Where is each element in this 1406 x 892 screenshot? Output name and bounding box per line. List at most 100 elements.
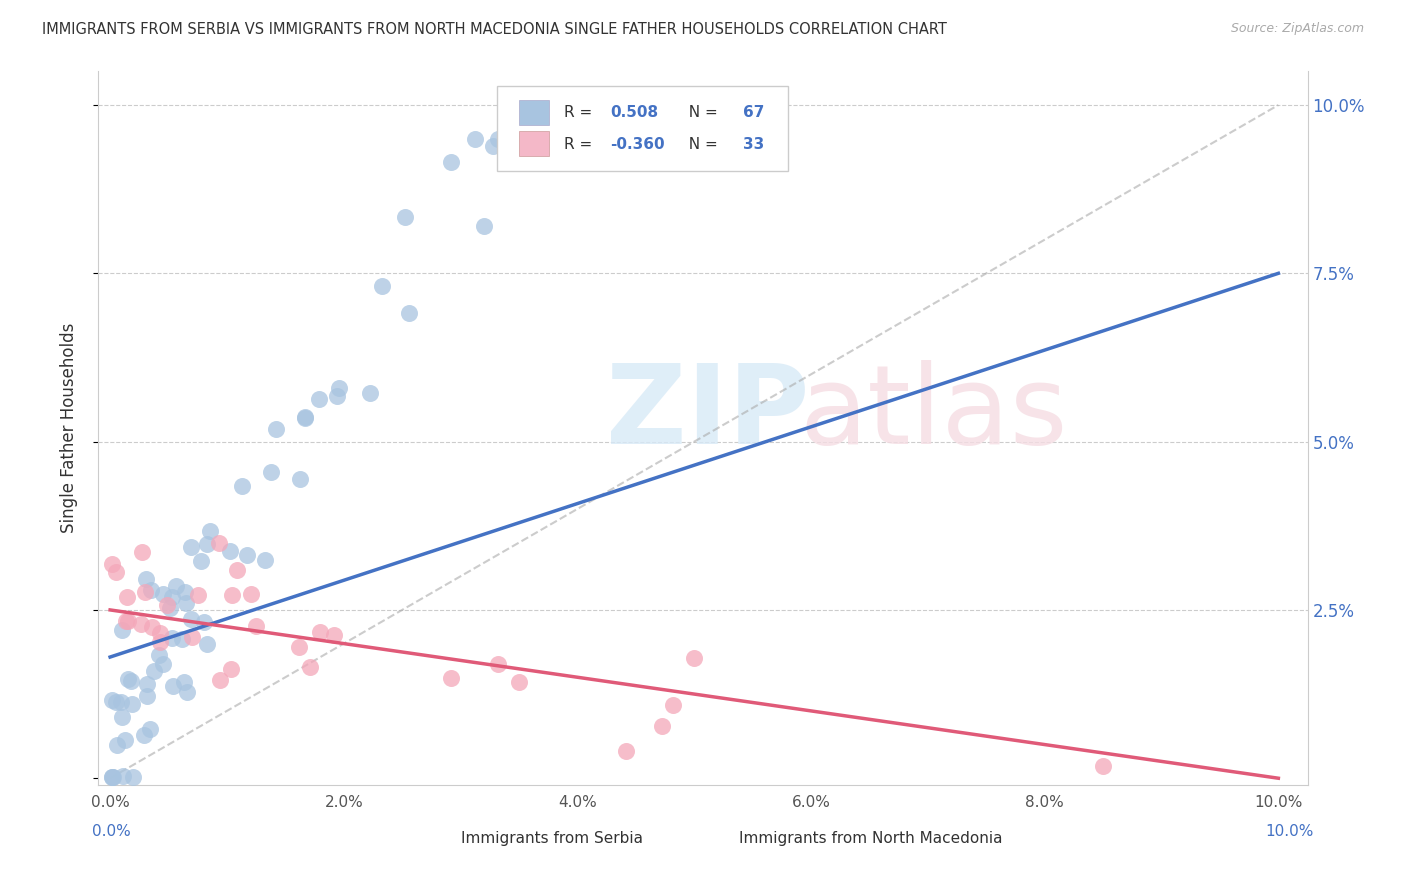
Point — [662, 698, 685, 713]
Point — [174, 596, 197, 610]
Point — [115, 591, 138, 605]
Point — [440, 671, 463, 685]
Text: Immigrants from North Macedonia: Immigrants from North Macedonia — [740, 831, 1002, 846]
Point — [117, 672, 139, 686]
Point — [260, 465, 283, 479]
Point — [508, 674, 530, 689]
Point — [187, 587, 209, 601]
Point — [288, 640, 311, 654]
Point — [195, 637, 218, 651]
Point — [152, 587, 174, 601]
Text: Source: ZipAtlas.com: Source: ZipAtlas.com — [1230, 22, 1364, 36]
Point — [190, 554, 212, 568]
Text: R =: R = — [564, 105, 598, 120]
Point — [1092, 758, 1115, 772]
Point — [172, 632, 194, 647]
Point — [132, 728, 155, 742]
Point — [294, 410, 316, 425]
Point — [105, 695, 128, 709]
Point — [136, 677, 159, 691]
Point — [208, 535, 231, 549]
Point — [176, 684, 198, 698]
Point — [240, 587, 263, 601]
Point — [308, 625, 330, 640]
Point — [141, 620, 163, 634]
Point — [221, 588, 243, 602]
Point — [180, 612, 202, 626]
FancyBboxPatch shape — [690, 835, 727, 856]
Point — [180, 541, 202, 555]
Point — [129, 616, 152, 631]
Text: R =: R = — [564, 136, 598, 152]
Point — [294, 410, 316, 425]
Point — [165, 579, 187, 593]
Point — [101, 558, 124, 572]
Text: 67: 67 — [742, 105, 765, 120]
Point — [254, 553, 277, 567]
Point — [149, 634, 172, 648]
Point — [683, 651, 706, 665]
Point — [198, 524, 221, 539]
Point — [159, 601, 181, 615]
Point — [486, 657, 509, 671]
Point — [135, 689, 157, 703]
Point — [226, 563, 249, 577]
Text: ZIP: ZIP — [606, 360, 810, 467]
Point — [101, 693, 124, 707]
Point — [193, 615, 215, 630]
Point — [440, 154, 463, 169]
Point — [142, 664, 165, 678]
Text: N =: N = — [679, 136, 723, 152]
Point — [173, 674, 195, 689]
Point — [245, 618, 267, 632]
Point — [328, 381, 350, 395]
Point — [219, 662, 242, 676]
Point — [394, 210, 416, 224]
Point — [323, 628, 346, 642]
Point — [162, 679, 184, 693]
Point — [288, 472, 311, 486]
Point — [114, 733, 136, 747]
Text: Immigrants from Serbia: Immigrants from Serbia — [461, 831, 643, 846]
Point — [219, 544, 242, 558]
Point — [135, 572, 157, 586]
FancyBboxPatch shape — [413, 835, 449, 856]
Point — [472, 219, 495, 234]
Point — [105, 739, 128, 753]
Point — [115, 614, 138, 628]
Point — [131, 545, 153, 559]
Point — [152, 657, 174, 671]
Text: N =: N = — [679, 105, 723, 120]
Point — [371, 279, 394, 293]
FancyBboxPatch shape — [498, 86, 787, 171]
Point — [120, 674, 142, 689]
Point — [138, 722, 160, 736]
Point — [464, 131, 486, 145]
Point — [174, 585, 197, 599]
FancyBboxPatch shape — [519, 130, 550, 155]
Point — [101, 770, 124, 784]
Point — [231, 479, 253, 493]
Point — [651, 719, 673, 733]
Text: 0.0%: 0.0% — [93, 824, 131, 839]
Point — [160, 590, 183, 604]
Point — [149, 626, 172, 640]
Point — [308, 392, 330, 406]
Point — [614, 744, 637, 758]
Point — [156, 598, 179, 612]
Text: -0.360: -0.360 — [610, 136, 665, 152]
Point — [398, 306, 420, 320]
Point — [122, 770, 145, 784]
Point — [105, 565, 128, 579]
Point — [110, 695, 132, 709]
Point — [121, 697, 143, 711]
Point — [160, 631, 183, 645]
Text: atlas: atlas — [800, 360, 1069, 467]
Point — [486, 131, 509, 145]
Point — [139, 582, 162, 597]
Point — [112, 768, 135, 782]
Point — [359, 386, 381, 401]
Point — [134, 585, 156, 599]
Point — [326, 389, 349, 403]
Text: 0.508: 0.508 — [610, 105, 658, 120]
